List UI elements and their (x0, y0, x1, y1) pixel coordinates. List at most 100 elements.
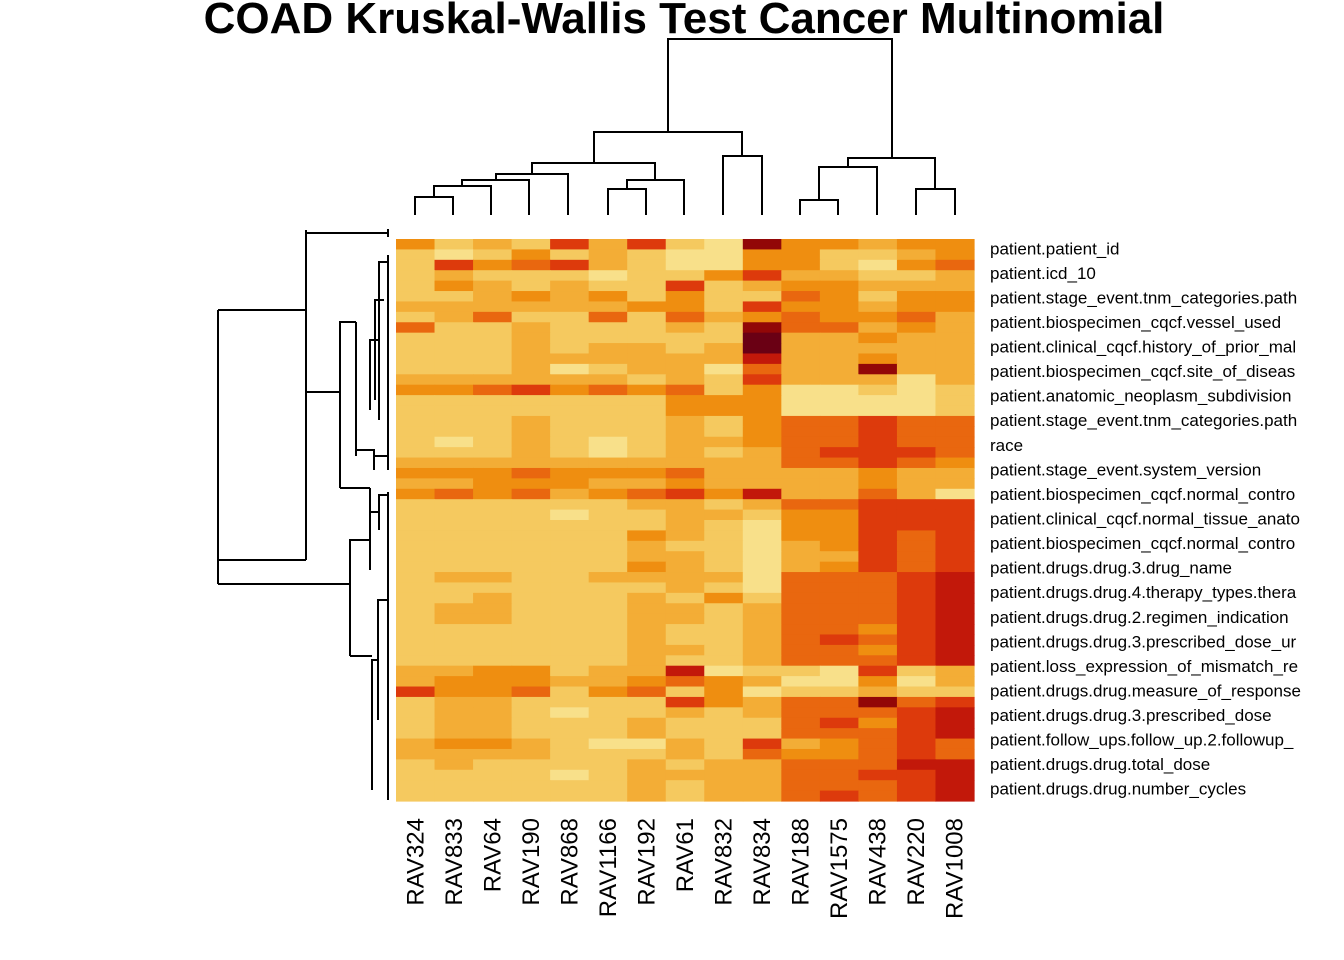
heatmap-cell (742, 395, 782, 407)
heatmap-cell (665, 363, 705, 375)
heatmap-cell (935, 270, 975, 282)
heatmap-cell (473, 634, 513, 646)
heatmap-cell (511, 738, 551, 750)
heatmap-cell (896, 540, 937, 552)
heatmap-cell (819, 249, 859, 261)
heatmap-cell (858, 467, 898, 479)
heatmap-cell (858, 384, 898, 396)
heatmap-cell (819, 478, 859, 490)
heatmap-cell (858, 249, 898, 261)
heatmap-cell (550, 301, 590, 313)
heatmap-cell (627, 363, 667, 375)
heatmap-cell (858, 239, 898, 251)
heatmap-cell (896, 561, 937, 573)
heatmap-cell (781, 478, 821, 490)
heatmap-cell (434, 572, 474, 584)
heatmap-cell (396, 572, 436, 584)
heatmap-cell (550, 769, 590, 781)
heatmap-cell (858, 655, 898, 667)
heatmap-cell (781, 790, 821, 802)
heatmap-cell (665, 478, 705, 490)
heatmap-cell (665, 769, 705, 781)
heatmap-cell (742, 311, 782, 323)
heatmap-cell (858, 291, 898, 303)
heatmap-cell (588, 395, 628, 407)
heatmap-cell (742, 665, 782, 677)
heatmap-cell (858, 759, 898, 771)
heatmap-cell (896, 634, 937, 646)
heatmap-cell (858, 769, 898, 781)
heatmap-cell (550, 644, 590, 656)
heatmap-cell (781, 457, 821, 469)
heatmap-cell (858, 509, 898, 521)
heatmap-cell (935, 572, 975, 584)
heatmap-cell (819, 488, 859, 500)
heatmap-cell (550, 592, 590, 604)
heatmap-cell (819, 676, 859, 688)
heatmap-cell (742, 769, 782, 781)
heatmap-cell (511, 686, 551, 698)
heatmap-cell (704, 748, 744, 760)
heatmap-cell (742, 249, 782, 261)
heatmap-cell (704, 572, 744, 584)
heatmap-cell (781, 665, 821, 677)
heatmap-cell (665, 488, 705, 500)
heatmap-cell (588, 634, 628, 646)
heatmap-cell (704, 457, 744, 469)
heatmap-cell (781, 363, 821, 375)
heatmap-cell (511, 592, 551, 604)
heatmap-cell (896, 353, 937, 365)
heatmap-cell (473, 551, 513, 563)
heatmap-cell (819, 332, 859, 344)
heatmap-cell (511, 509, 551, 521)
heatmap-cell (434, 686, 474, 698)
heatmap-cell (627, 790, 667, 802)
heatmap-cell (742, 790, 782, 802)
heatmap-cell (396, 592, 436, 604)
heatmap-cell (896, 592, 937, 604)
column-label: RAV188 (788, 818, 815, 906)
heatmap-cell (434, 395, 474, 407)
heatmap-cell (665, 624, 705, 636)
heatmap-cell (819, 353, 859, 365)
heatmap-cell (742, 457, 782, 469)
heatmap-cell (396, 644, 436, 656)
heatmap-cell (665, 343, 705, 355)
heatmap-cell (896, 343, 937, 355)
heatmap-cell (434, 363, 474, 375)
heatmap-cell (742, 270, 782, 282)
heatmap-cell (704, 436, 744, 448)
heatmap-cell (434, 738, 474, 750)
heatmap-cell (704, 395, 744, 407)
heatmap-cell (550, 291, 590, 303)
heatmap-cell (935, 499, 975, 511)
heatmap-cell (896, 665, 937, 677)
heatmap-cell (434, 530, 474, 542)
heatmap-cell (704, 291, 744, 303)
heatmap-cell (396, 748, 436, 760)
heatmap-cell (704, 738, 744, 750)
heatmap-cell (819, 374, 859, 386)
heatmap-cell (511, 280, 551, 292)
heatmap-cell (434, 613, 474, 625)
heatmap-cell (819, 509, 859, 521)
heatmap-cell (473, 467, 513, 479)
heatmap-cell (858, 270, 898, 282)
column-label: RAV220 (903, 818, 930, 906)
heatmap-cell (819, 405, 859, 417)
heatmap-cell (819, 270, 859, 282)
heatmap-cell (511, 676, 551, 688)
heatmap-cell (550, 332, 590, 344)
heatmap-cell (704, 790, 744, 802)
heatmap-cell (742, 603, 782, 615)
heatmap-cell (858, 447, 898, 459)
heatmap-cell (819, 572, 859, 584)
heatmap-cell (588, 332, 628, 344)
heatmap-cell (588, 259, 628, 271)
heatmap-cell (396, 426, 436, 438)
heatmap-cell (935, 447, 975, 459)
heatmap-cell (896, 582, 937, 594)
heatmap-cell (473, 499, 513, 511)
heatmap-cell (511, 447, 551, 459)
heatmap-cell (627, 613, 667, 625)
